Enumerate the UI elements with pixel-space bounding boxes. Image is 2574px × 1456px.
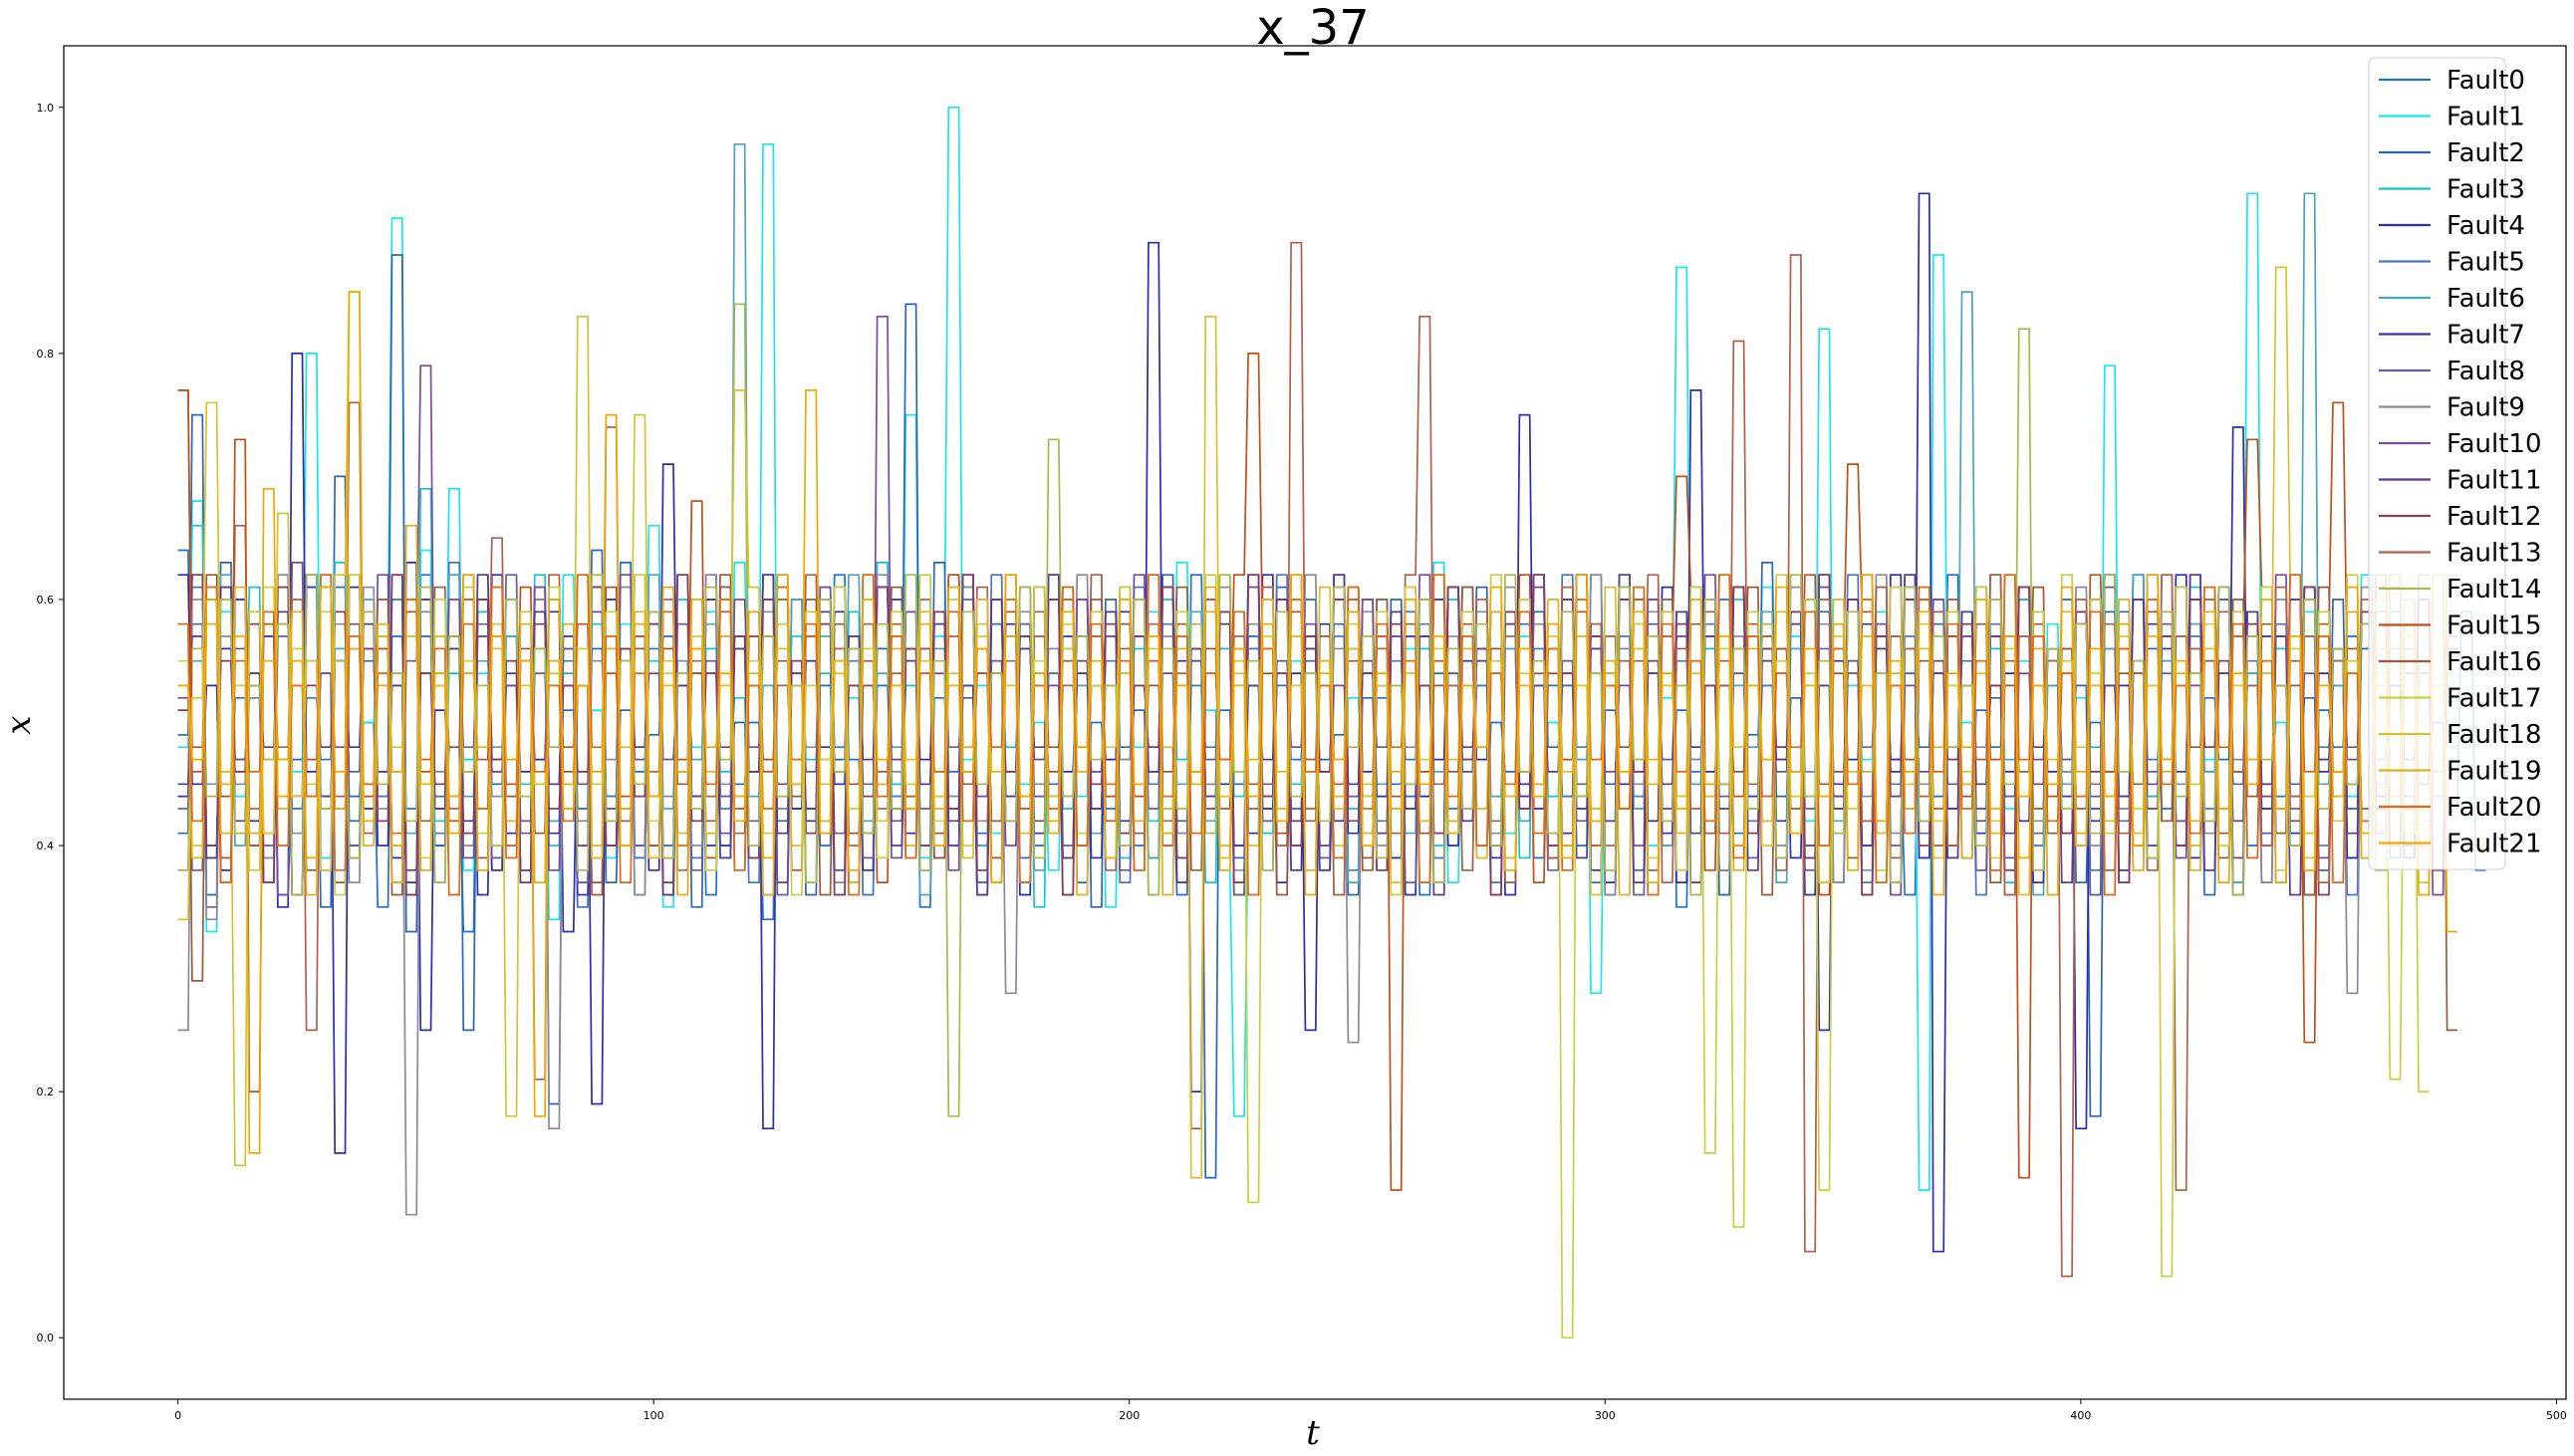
y-tick-label: 0.4	[37, 840, 55, 852]
x-tick-label: 300	[1595, 1409, 1616, 1422]
legend-entry-fault3: Fault3	[2446, 175, 2525, 205]
y-tick-label: 0.0	[37, 1332, 55, 1344]
x-tick-label: 200	[1119, 1409, 1140, 1422]
legend-entry-fault2: Fault2	[2446, 138, 2525, 168]
legend-entry-fault17: Fault17	[2446, 684, 2541, 714]
legend-entry-fault15: Fault15	[2446, 611, 2541, 641]
y-tick-label: 0.8	[37, 348, 55, 361]
series-line-fault21	[177, 291, 2457, 1154]
legend-entry-fault6: Fault6	[2446, 284, 2525, 314]
legend-entry-fault0: Fault0	[2446, 66, 2525, 96]
series-line-fault4	[177, 192, 2430, 1253]
x-tick-label: 100	[644, 1409, 664, 1422]
y-tick-label: 0.2	[37, 1086, 55, 1098]
y-tick-label: 0.6	[37, 594, 55, 607]
legend-entry-fault12: Fault12	[2446, 502, 2541, 532]
legend-entry-fault8: Fault8	[2446, 357, 2525, 386]
x-axis-ticks: 0 100 200 300 400 500	[174, 1399, 2567, 1422]
legend-entry-fault7: Fault7	[2446, 321, 2525, 351]
legend-entry-fault20: Fault20	[2446, 793, 2541, 823]
legend-entry-fault14: Fault14	[2446, 575, 2541, 605]
y-tick-label: 1.0	[37, 102, 55, 115]
legend-entry-fault16: Fault16	[2446, 647, 2541, 677]
x-tick-label: 0	[174, 1409, 181, 1422]
legend-entry-fault5: Fault5	[2446, 248, 2525, 278]
legend: Fault0 Fault1 Fault2 Fault3 Fault4 Fault5 Faul…	[2368, 57, 2541, 870]
legend-entry-fault18: Fault18	[2446, 720, 2541, 750]
chart-title: x_37	[1256, 0, 1369, 56]
legend-entry-fault1: Fault1	[2446, 103, 2525, 132]
plot-frame	[63, 45, 2567, 1400]
x-axis-label: t	[1306, 1413, 1320, 1453]
legend-entry-fault4: Fault4	[2446, 211, 2525, 241]
legend-entry-fault11: Fault11	[2446, 466, 2541, 496]
legend-entry-fault13: Fault13	[2446, 539, 2541, 569]
series-line-fault13	[177, 241, 2430, 1278]
legend-entry-fault19: Fault19	[2446, 757, 2541, 787]
y-axis-ticks: 0.0 0.2 0.4 0.6 0.8 1.0	[37, 102, 64, 1344]
series-layer	[177, 106, 2486, 1339]
x-tick-label: 400	[2070, 1409, 2091, 1422]
legend-entry-fault21: Fault21	[2446, 830, 2541, 859]
legend-entry-fault9: Fault9	[2446, 393, 2525, 423]
x-tick-label: 500	[2546, 1409, 2567, 1422]
y-axis-label: x	[0, 715, 39, 734]
legend-entry-fault10: Fault10	[2446, 429, 2541, 459]
